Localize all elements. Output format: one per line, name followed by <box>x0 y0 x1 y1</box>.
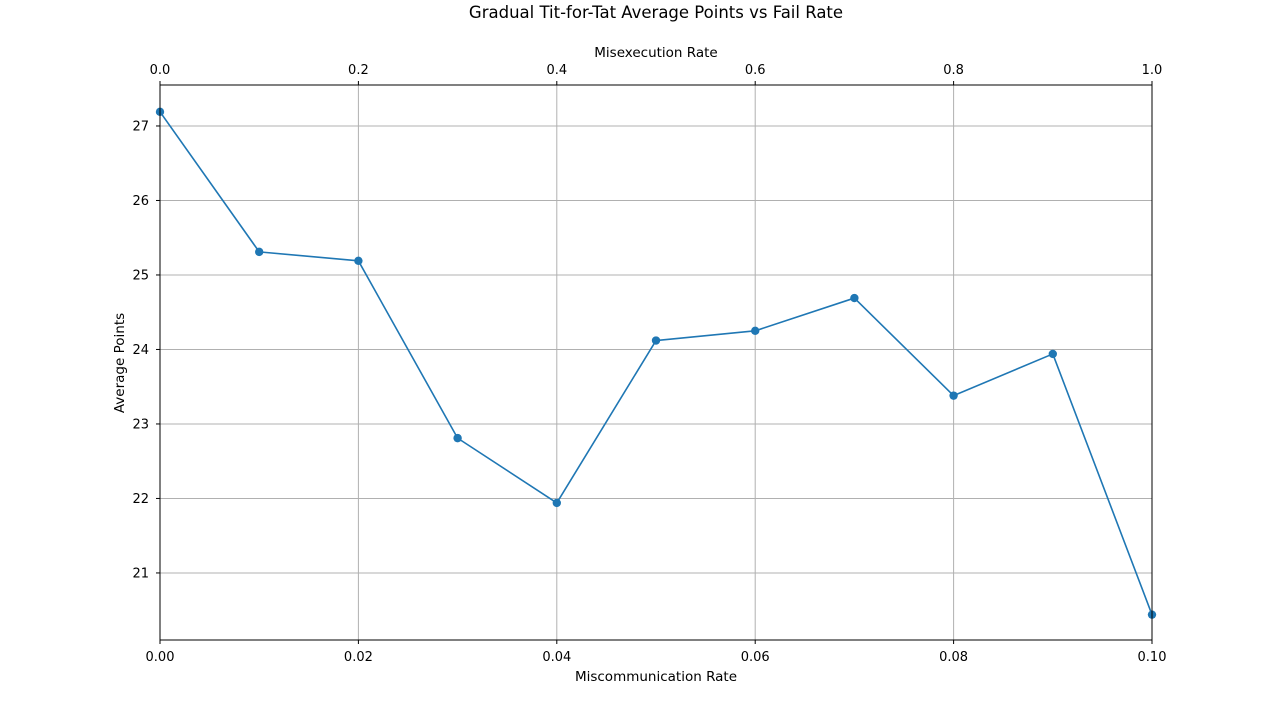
x-axis-label: Miscommunication Rate <box>575 669 737 685</box>
x-tick-label: 0.10 <box>1138 650 1167 665</box>
y-tick-label: 22 <box>132 492 149 507</box>
chart-title: Gradual Tit-for-Tat Average Points vs Fa… <box>469 3 843 22</box>
x-tick-label: 0.06 <box>741 650 770 665</box>
data-point <box>949 391 958 400</box>
series-line <box>155 107 1157 619</box>
data-point <box>453 433 462 443</box>
y-tick-label: 23 <box>132 417 149 432</box>
top-axis-label: Misexecution Rate <box>594 45 717 61</box>
x-tick-label: 0.02 <box>344 650 373 665</box>
x-tick-label: 0.08 <box>939 650 968 665</box>
data-point <box>354 256 363 266</box>
grid <box>159 85 1153 640</box>
x-tick-label: 0.04 <box>542 650 571 665</box>
x2-tick-label: 1.0 <box>1142 63 1163 78</box>
data-point <box>1048 349 1058 359</box>
y-tick-label: 21 <box>132 566 149 581</box>
y-tick-label: 27 <box>132 119 149 134</box>
x2-tick-label: 0.8 <box>943 63 964 78</box>
x2-tick-label: 0.2 <box>348 63 369 78</box>
y-tick-label: 26 <box>132 194 149 209</box>
y-tick-label: 25 <box>132 268 149 283</box>
x2-tick-label: 0.0 <box>150 63 171 78</box>
series-line-path <box>159 111 1153 615</box>
plot-frame <box>159 84 1153 641</box>
x2-tick-label: 0.6 <box>745 63 766 78</box>
x-tick-label: 0.00 <box>146 650 175 665</box>
x2-tick-label: 0.4 <box>546 63 567 78</box>
data-point <box>552 498 561 508</box>
axes <box>156 81 1153 644</box>
tick-labels: 0.00 0.02 0.04 0.06 0.08 0.10 0.0 0.2 0.4 0.6 0.8 1… <box>132 63 1166 665</box>
y-tick-label: 24 <box>132 343 149 358</box>
data-point <box>651 336 661 345</box>
y-axis-label: Average Points <box>112 313 128 413</box>
data-point <box>751 326 760 336</box>
data-point <box>850 293 859 303</box>
data-point <box>255 247 264 257</box>
